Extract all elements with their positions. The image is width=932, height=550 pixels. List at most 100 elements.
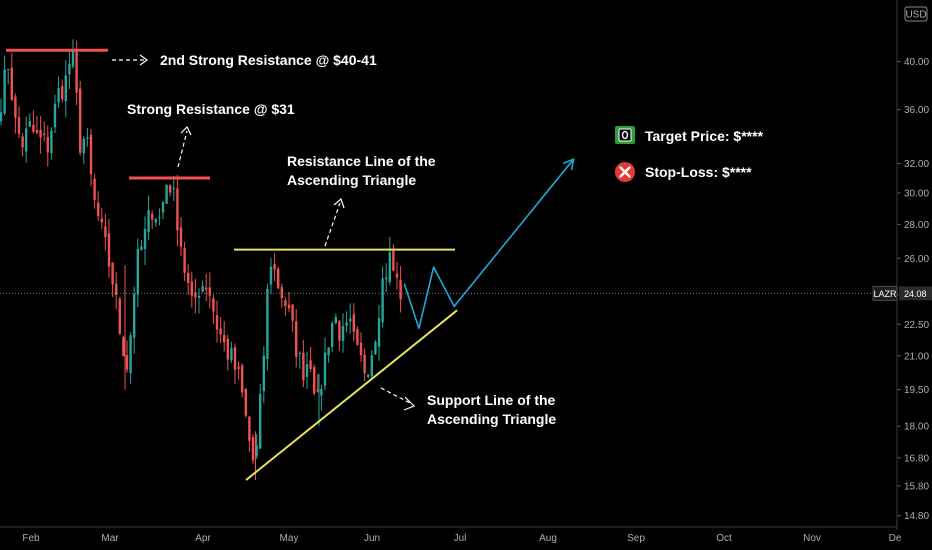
candle-body bbox=[125, 355, 129, 370]
candle-body bbox=[64, 75, 67, 102]
candle-body bbox=[183, 248, 186, 273]
candle-body bbox=[179, 227, 183, 247]
currency-badge-box bbox=[904, 6, 928, 22]
target-icon-digit bbox=[621, 130, 629, 140]
projection-path[interactable] bbox=[403, 158, 575, 330]
y-tick-label: 32.00 bbox=[904, 159, 929, 170]
candle-body bbox=[284, 300, 287, 306]
stop-loss-label: Stop-Loss: $**** bbox=[645, 164, 752, 180]
candle-body bbox=[79, 88, 82, 153]
candle-body bbox=[122, 337, 125, 357]
stop-icon-cross bbox=[619, 166, 631, 178]
annotation-support-line-2: Ascending Triangle bbox=[427, 411, 556, 427]
candle-body bbox=[208, 287, 211, 296]
stop-loss-item: Stop-Loss: $**** bbox=[615, 162, 752, 182]
candle-body bbox=[349, 318, 352, 322]
candle-body bbox=[86, 137, 89, 139]
candle-body bbox=[259, 393, 262, 449]
candle-body bbox=[158, 216, 161, 218]
candle-body bbox=[338, 321, 341, 341]
target-price-label: Target Price: $**** bbox=[645, 128, 764, 144]
candle-body bbox=[50, 130, 53, 154]
annotations-group: 2nd Strong Resistance @ $40-41 Strong Res… bbox=[112, 52, 764, 427]
candle-body bbox=[172, 187, 175, 189]
target-price-item: Target Price: $**** bbox=[615, 126, 764, 144]
annotation-2nd-resistance: 2nd Strong Resistance @ $40-41 bbox=[160, 52, 377, 68]
candle-body bbox=[345, 322, 348, 326]
annotation-arrowhead bbox=[180, 125, 192, 136]
candle-body bbox=[97, 202, 100, 217]
candle-body bbox=[334, 317, 337, 324]
y-tick-label: 22.50 bbox=[904, 320, 929, 331]
candle-body bbox=[363, 354, 366, 374]
candle-body bbox=[388, 252, 391, 283]
candles-group bbox=[0, 39, 402, 481]
candle-body bbox=[392, 251, 395, 271]
price-axis[interactable]: 14.8015.8016.8018.0019.5021.0022.5024.00… bbox=[897, 6, 929, 522]
candle-body bbox=[287, 304, 291, 309]
candle-body bbox=[251, 437, 255, 461]
candle-body bbox=[381, 278, 384, 323]
candle-body bbox=[32, 124, 35, 132]
candle-body bbox=[104, 226, 107, 238]
y-tick-label: 30.00 bbox=[904, 188, 929, 199]
target-icon-inner bbox=[618, 128, 632, 142]
candle-body bbox=[241, 365, 244, 393]
candle-body bbox=[273, 264, 276, 270]
triangle-support-line[interactable] bbox=[245, 309, 458, 481]
candle-body bbox=[269, 266, 273, 285]
candle-body bbox=[100, 218, 103, 223]
annotation-connector bbox=[380, 387, 413, 405]
annotation-arrowhead bbox=[333, 197, 345, 209]
candle-body bbox=[341, 326, 345, 341]
y-tick-label: 15.80 bbox=[904, 481, 929, 492]
candle-body bbox=[212, 298, 215, 312]
candle-body bbox=[385, 277, 388, 280]
candle-body bbox=[71, 49, 75, 67]
candle-body bbox=[46, 136, 49, 153]
candle-body bbox=[201, 286, 204, 292]
candle-body bbox=[280, 287, 283, 299]
annotation-resistance-line-1: Resistance Line of the bbox=[287, 153, 436, 169]
candle-body bbox=[93, 178, 96, 200]
candle-body bbox=[35, 129, 39, 134]
candle-body bbox=[309, 360, 312, 370]
candle-body bbox=[14, 96, 17, 118]
y-tick-label: 14.80 bbox=[904, 511, 929, 522]
candle-body bbox=[266, 288, 269, 360]
candle-body bbox=[399, 279, 402, 300]
candle-body bbox=[25, 128, 28, 152]
candle-body bbox=[7, 68, 10, 70]
x-tick-label: Feb bbox=[22, 533, 40, 544]
x-tick-label: Jul bbox=[454, 533, 467, 544]
candle-body bbox=[377, 318, 381, 347]
last-price-tag-box bbox=[899, 286, 932, 301]
candle-body bbox=[352, 314, 355, 332]
annotation-strong-resistance: Strong Resistance @ $31 bbox=[127, 101, 295, 117]
candle-body bbox=[323, 352, 327, 386]
currency-badge[interactable]: USD bbox=[904, 6, 928, 22]
candle-body bbox=[147, 210, 150, 233]
y-tick-label: 26.00 bbox=[904, 254, 929, 265]
ticker-tag[interactable]: LAZR bbox=[872, 285, 898, 301]
annotation-connector bbox=[177, 130, 188, 168]
candle-body bbox=[57, 88, 60, 103]
x-tick-label: Nov bbox=[803, 533, 821, 544]
candle-body bbox=[39, 129, 42, 138]
candle-body bbox=[255, 445, 258, 457]
candle-body bbox=[248, 416, 251, 441]
candle-body bbox=[133, 293, 136, 338]
time-axis[interactable]: Feb Mar Apr May Jun Jul Aug Sep Oct Nov De bbox=[22, 533, 901, 544]
candle-body bbox=[21, 136, 24, 148]
candle-body bbox=[295, 321, 298, 357]
candle-body bbox=[61, 86, 64, 100]
last-price-tag: 24.08 bbox=[899, 286, 932, 301]
candle-body bbox=[302, 352, 305, 381]
candle-body bbox=[215, 315, 219, 330]
candle-body bbox=[313, 367, 316, 394]
last-price-tag-label: 24.08 bbox=[904, 289, 927, 299]
candle-body bbox=[136, 248, 139, 295]
candle-body bbox=[143, 228, 147, 250]
candle-body bbox=[17, 117, 21, 134]
